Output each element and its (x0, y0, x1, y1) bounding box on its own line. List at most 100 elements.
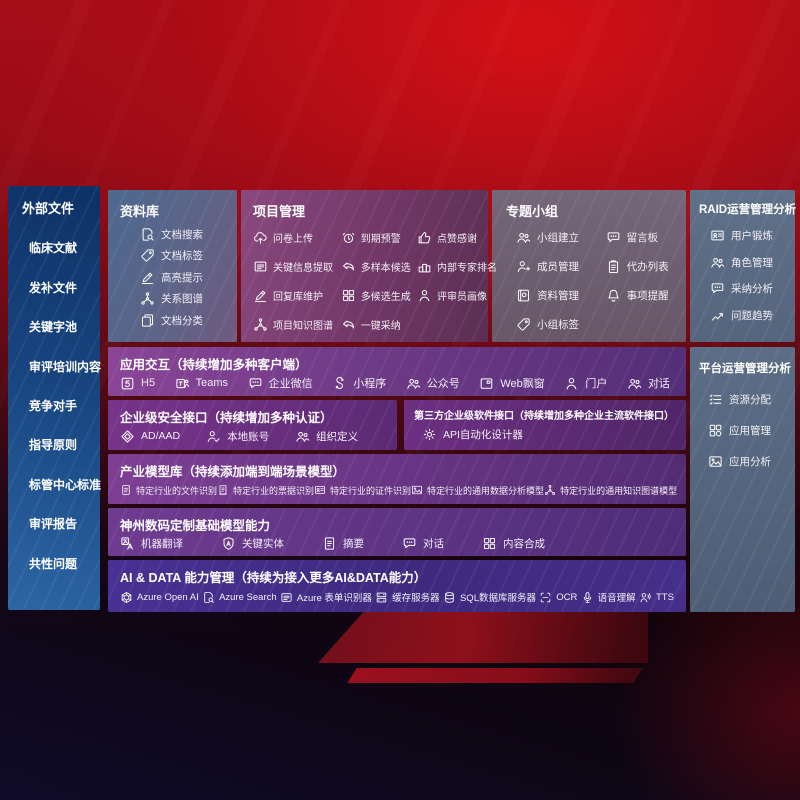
feature-item: 留言板 (606, 229, 682, 245)
feature-item: 应用管理 (708, 423, 792, 438)
feature-label: 应用分析 (729, 456, 771, 468)
reply-icon (341, 259, 356, 274)
sidebar-item: 指导原则 (29, 438, 78, 453)
feature-label: 代办列表 (626, 260, 669, 273)
feature-item: 用户锻炼 (710, 228, 792, 243)
feature-item: 高亮提示 (140, 270, 231, 285)
summary-doc-icon (322, 536, 337, 551)
sidebar-item: 临床文献 (29, 241, 78, 256)
album-icon (516, 288, 531, 303)
feature-label: 特定行业的通用知识图谱模型 (560, 485, 678, 496)
puzzle-icon (341, 288, 356, 303)
message-board-icon (606, 230, 621, 245)
clipboard-icon (606, 259, 621, 274)
feature-label: 回复库维护 (273, 291, 323, 303)
feature-item: 企业微信 (248, 375, 313, 391)
feature-item: 特定行业的通用知识图谱模型 (544, 484, 677, 497)
feature-label: 角色管理 (731, 256, 773, 269)
person-plus-icon (516, 259, 531, 274)
feature-item: 代办列表 (606, 258, 682, 274)
entity-shield-icon (221, 536, 236, 551)
graph-icon (253, 317, 268, 332)
platform-analysis-panel: 平台运营管理分析 资源分配 应用管理 应用分析 (690, 347, 795, 612)
feature-label: 采纳分析 (731, 283, 773, 296)
feature-item: 特定行业的通用数据分析模型 (411, 484, 544, 497)
feature-label: TTS (655, 591, 674, 603)
sidebar-item: 竞争对手 (29, 398, 78, 413)
openai-icon (120, 591, 133, 604)
feature-label: 留言板 (626, 231, 659, 244)
feature-item: Azure Search (202, 591, 277, 604)
receipt-icon (217, 484, 229, 496)
miniprogram-icon (332, 376, 347, 391)
panel-title: 平台运营管理分析 (699, 363, 791, 375)
feature-item: Teams (175, 376, 228, 391)
custom-model-panel: 神州数码定制基础模型能力 机器翻译 关键实体 摘要 对话 内容合成 (108, 508, 686, 556)
feature-item: 特定行业的票据识别 (217, 484, 314, 497)
h5-icon (120, 376, 135, 391)
feature-item: 关键信息提取 (253, 258, 341, 274)
feature-label: 问题趋势 (731, 309, 773, 322)
feature-label: 资源分配 (729, 394, 771, 406)
sql-db-icon (443, 591, 456, 604)
feature-label: 对话 (423, 538, 444, 550)
graph-icon (544, 484, 556, 496)
feature-label: 小组标签 (537, 318, 579, 331)
feature-item: OCR (539, 591, 577, 604)
people-icon (516, 230, 531, 245)
feature-item: Web飘窗 (479, 375, 545, 391)
cache-server-icon (375, 591, 388, 604)
feature-item: 本地账号 (206, 429, 269, 444)
trend-icon (710, 308, 725, 323)
feature-label: 特定行业的票据识别 (233, 485, 315, 496)
tag-icon (140, 248, 155, 263)
chat-analysis-icon (710, 281, 725, 296)
translate-icon (120, 536, 135, 551)
feature-item: 成员管理 (516, 258, 606, 274)
alarm-icon (341, 230, 356, 245)
feature-label: 一键采纳 (360, 320, 401, 332)
extract-icon (253, 259, 268, 274)
feature-label: 本地账号 (227, 430, 270, 443)
feature-label: Web飘窗 (500, 378, 545, 390)
panel-title: 应用交互（持续增加多种客户端） (120, 358, 308, 372)
panel-title: 外部文件 (22, 201, 75, 216)
feature-label: 机器翻译 (141, 538, 183, 550)
sidebar-item: 标管中心标准 (29, 477, 102, 492)
feature-item: 对话 (627, 375, 670, 391)
feature-label: 关键实体 (242, 538, 284, 550)
feature-label: 文档搜索 (161, 228, 203, 241)
feature-item: 关键实体 (221, 536, 284, 551)
feature-item: 资料管理 (516, 287, 606, 303)
feature-item: 门户 (564, 375, 607, 391)
feature-item: Azure 表单识别器 (280, 590, 372, 604)
feature-label: 项目知识图谱 (273, 320, 333, 332)
feature-label: H5 (141, 377, 156, 389)
feature-item: 采纳分析 (710, 281, 792, 296)
panel-title: 企业级安全接口（持续增加多种认证） (120, 411, 333, 425)
panel-title: 第三方企业级软件接口（持续增加多种企业主流软件接口） (414, 411, 674, 422)
topic-groups-panel: 专题小组 小组建立 成员管理 资料管理 小组标签 留言板 代办列表 事项提醒 (492, 190, 686, 342)
id-card-icon (314, 484, 326, 496)
feature-label: 特定行业的文件识别 (136, 485, 218, 496)
feature-label: 应用管理 (729, 425, 771, 437)
feature-item: 回复库维护 (253, 287, 341, 303)
official-account-icon (406, 376, 421, 391)
feature-item: 多样本候选 (341, 258, 417, 274)
raid-analysis-panel: RAID运营管理分析 用户锻炼 角色管理 采纳分析 问题趋势 (690, 190, 797, 342)
feature-label: 门户 (585, 378, 608, 390)
feature-item: 缓存服务器 (375, 590, 440, 604)
feature-item: 小组建立 (516, 229, 606, 245)
panel-title: RAID运营管理分析 (699, 204, 797, 216)
id-card-icon (710, 228, 725, 243)
feature-label: 资料管理 (537, 289, 579, 302)
bell-icon (606, 288, 621, 303)
feature-item: TTS (639, 591, 674, 604)
graph-icon (140, 291, 155, 306)
third-party-interface-panel: 第三方企业级软件接口（持续增加多种企业主流软件接口） API自动化设计器 (404, 400, 686, 450)
project-management-panel: 项目管理 问卷上传 关键信息提取 回复库维护 项目知识图谱 到期预警 多样本候选… (241, 190, 497, 342)
app-interaction-panel: 应用交互（持续增加多种客户端） H5 Teams 企业微信 小程序 公众号 We… (108, 347, 686, 396)
list-icon (708, 392, 723, 407)
form-recognizer-icon (280, 591, 293, 604)
